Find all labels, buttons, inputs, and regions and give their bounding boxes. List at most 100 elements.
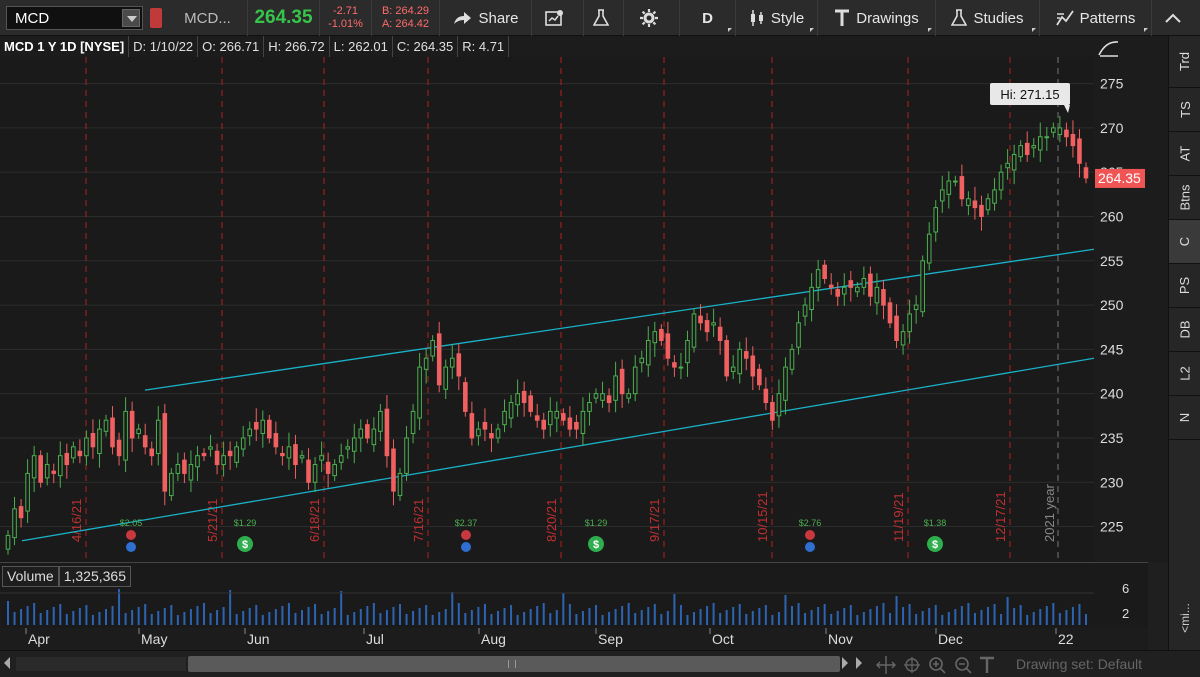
candle: [534, 403, 540, 428]
last-price: 264.35: [248, 0, 320, 36]
link-color-badge[interactable]: [150, 8, 162, 28]
volume-bar: [268, 612, 271, 625]
side-tab-trd[interactable]: Trd: [1169, 36, 1200, 88]
side-tab-ts[interactable]: TS: [1169, 88, 1200, 132]
candle: [77, 439, 83, 464]
side-tab-c[interactable]: C: [1169, 220, 1200, 264]
chart-settings-button[interactable]: [532, 0, 584, 36]
candle: [920, 255, 925, 318]
candle: [868, 266, 873, 306]
scroll-end-arrow[interactable]: [856, 657, 862, 669]
volume-bar: [621, 606, 624, 625]
candle: [626, 388, 631, 404]
candle: [44, 452, 50, 486]
candle: [939, 175, 945, 213]
expand-icon: [876, 656, 896, 674]
volume-bar: [39, 613, 42, 625]
draw-trend-icon: [1098, 41, 1119, 57]
settings-button[interactable]: [624, 0, 680, 36]
candle: [162, 403, 168, 506]
price-axis[interactable]: 225230235240245250255260265270275264.35: [1094, 36, 1168, 562]
volume-bar: [921, 611, 924, 625]
time-axis[interactable]: Apr May Jun Jul Aug Sep Oct Nov Dec 22: [0, 628, 1148, 650]
price-chart-svg[interactable]: 4/16/21 5/21/21 6/18/21 7/16/21 8/20/21 9/17/…: [0, 57, 1095, 562]
volume-bar: [575, 614, 578, 625]
time-axis-svg: Apr May Jun Jul Aug Sep Oct Nov Dec 22: [25, 628, 1074, 647]
volume-bar: [542, 603, 545, 625]
symbol-input[interactable]: MCD: [6, 6, 143, 30]
dividend-icon[interactable]: [588, 536, 604, 552]
side-tab-n[interactable]: N: [1169, 396, 1200, 440]
volume-bar: [875, 606, 878, 625]
scroll-right-arrow[interactable]: [842, 657, 848, 669]
candle: [985, 193, 991, 216]
chart-scrollbar[interactable]: Drawing set: Default: [0, 650, 1200, 677]
earnings-icon[interactable]: [805, 530, 815, 540]
top-toolbar: MCD MCD... 264.35 -2.71 -1.01% B: 264.29 A…: [0, 0, 1200, 36]
info-icon[interactable]: [461, 542, 471, 552]
candle: [704, 313, 710, 342]
channel-upper-line[interactable]: [144, 248, 1095, 391]
volume-bar: [438, 612, 441, 625]
info-icon[interactable]: [126, 542, 136, 552]
candle: [730, 355, 736, 380]
volume-pane[interactable]: Volume 1,325,365 6 2: [0, 562, 1148, 628]
dividend-icon[interactable]: [927, 536, 943, 552]
candle: [345, 439, 351, 459]
candle: [776, 379, 782, 428]
side-panel: Trd TS AT Btns C PS DB L2 N <mi...: [1168, 36, 1200, 650]
date-marker-label: 8/20/21: [544, 499, 559, 542]
candle: [750, 346, 756, 391]
volume-bar: [91, 615, 94, 625]
info-icon[interactable]: [805, 542, 815, 552]
symbol-dropdown-button[interactable]: [122, 9, 140, 27]
candle: [188, 450, 194, 493]
volume-bar: [902, 607, 905, 625]
candle: [31, 445, 37, 493]
candle: [227, 441, 233, 470]
scroll-thumb[interactable]: [188, 656, 840, 672]
volume-bar: [817, 607, 820, 625]
side-tab-db[interactable]: DB: [1169, 308, 1200, 352]
earnings-icon[interactable]: [461, 530, 471, 540]
scroll-left-arrow[interactable]: [4, 657, 10, 669]
aggregation-dropdown[interactable]: D: [680, 0, 736, 36]
volume-bar: [150, 614, 153, 625]
candle: [1077, 129, 1082, 178]
side-tab-at[interactable]: AT: [1169, 132, 1200, 176]
drawings-dropdown[interactable]: Drawings: [818, 0, 936, 36]
style-dropdown[interactable]: Style: [736, 0, 818, 36]
studies-dropdown[interactable]: Studies: [936, 0, 1040, 36]
price-chart[interactable]: 4/16/21 5/21/21 6/18/21 7/16/21 8/20/21 9/17/…: [0, 57, 1095, 562]
collapse-button[interactable]: [1152, 0, 1200, 36]
candle: [717, 317, 723, 355]
volume-bar: [497, 611, 499, 625]
dividend-icon[interactable]: [237, 536, 253, 552]
price-tick-label: 270: [1100, 120, 1124, 136]
scroll-track-left[interactable]: [16, 657, 186, 671]
candle: [822, 259, 827, 284]
candle: [652, 321, 658, 357]
volume-bar: [274, 609, 277, 625]
earnings-icon[interactable]: [126, 530, 136, 540]
volume-bar: [732, 607, 735, 625]
patterns-dropdown[interactable]: Patterns: [1040, 0, 1152, 36]
candle: [306, 448, 311, 490]
volume-bars-svg: [0, 589, 1094, 625]
volume-bar: [235, 614, 238, 625]
candle: [613, 361, 618, 413]
flask-button[interactable]: [584, 0, 624, 36]
candle: [907, 299, 912, 344]
zoom-tools[interactable]: [876, 655, 996, 675]
drawing-set-label[interactable]: Drawing set: Default: [1016, 656, 1143, 672]
side-tab-ps[interactable]: PS: [1169, 264, 1200, 308]
channel-lower-line[interactable]: [21, 357, 1095, 542]
side-tab-l2[interactable]: L2: [1169, 352, 1200, 396]
side-tab-btns[interactable]: Btns: [1169, 176, 1200, 220]
dollar-icon: $: [242, 539, 248, 551]
share-button[interactable]: Share: [440, 0, 532, 36]
candle: [789, 344, 795, 375]
price-tick-label: 245: [1100, 341, 1124, 357]
volume-bar: [366, 606, 369, 625]
candle: [619, 359, 625, 408]
